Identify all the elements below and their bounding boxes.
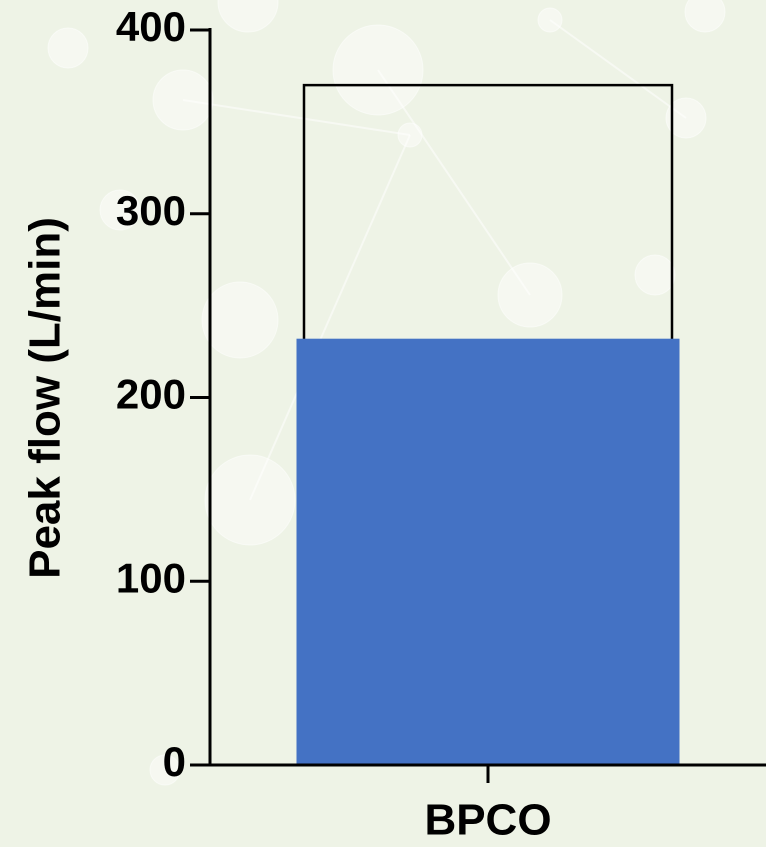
y-tick-label: 0 xyxy=(163,738,186,785)
x-tick-label: BPCO xyxy=(424,796,551,845)
y-axis-label: Peak flow (L/min) xyxy=(21,217,70,579)
page: Peak flow (L/min) 0100200300400BPCO (() … xyxy=(0,0,766,847)
y-tick-label: 400 xyxy=(116,3,186,50)
y-tick-label: 100 xyxy=(116,554,186,601)
chart: Peak flow (L/min) 0 100 200 300 400 BPCO xyxy=(0,0,766,847)
bar xyxy=(297,339,680,765)
y-tick-label: 300 xyxy=(116,187,186,234)
y-tick-label: 200 xyxy=(116,371,186,418)
